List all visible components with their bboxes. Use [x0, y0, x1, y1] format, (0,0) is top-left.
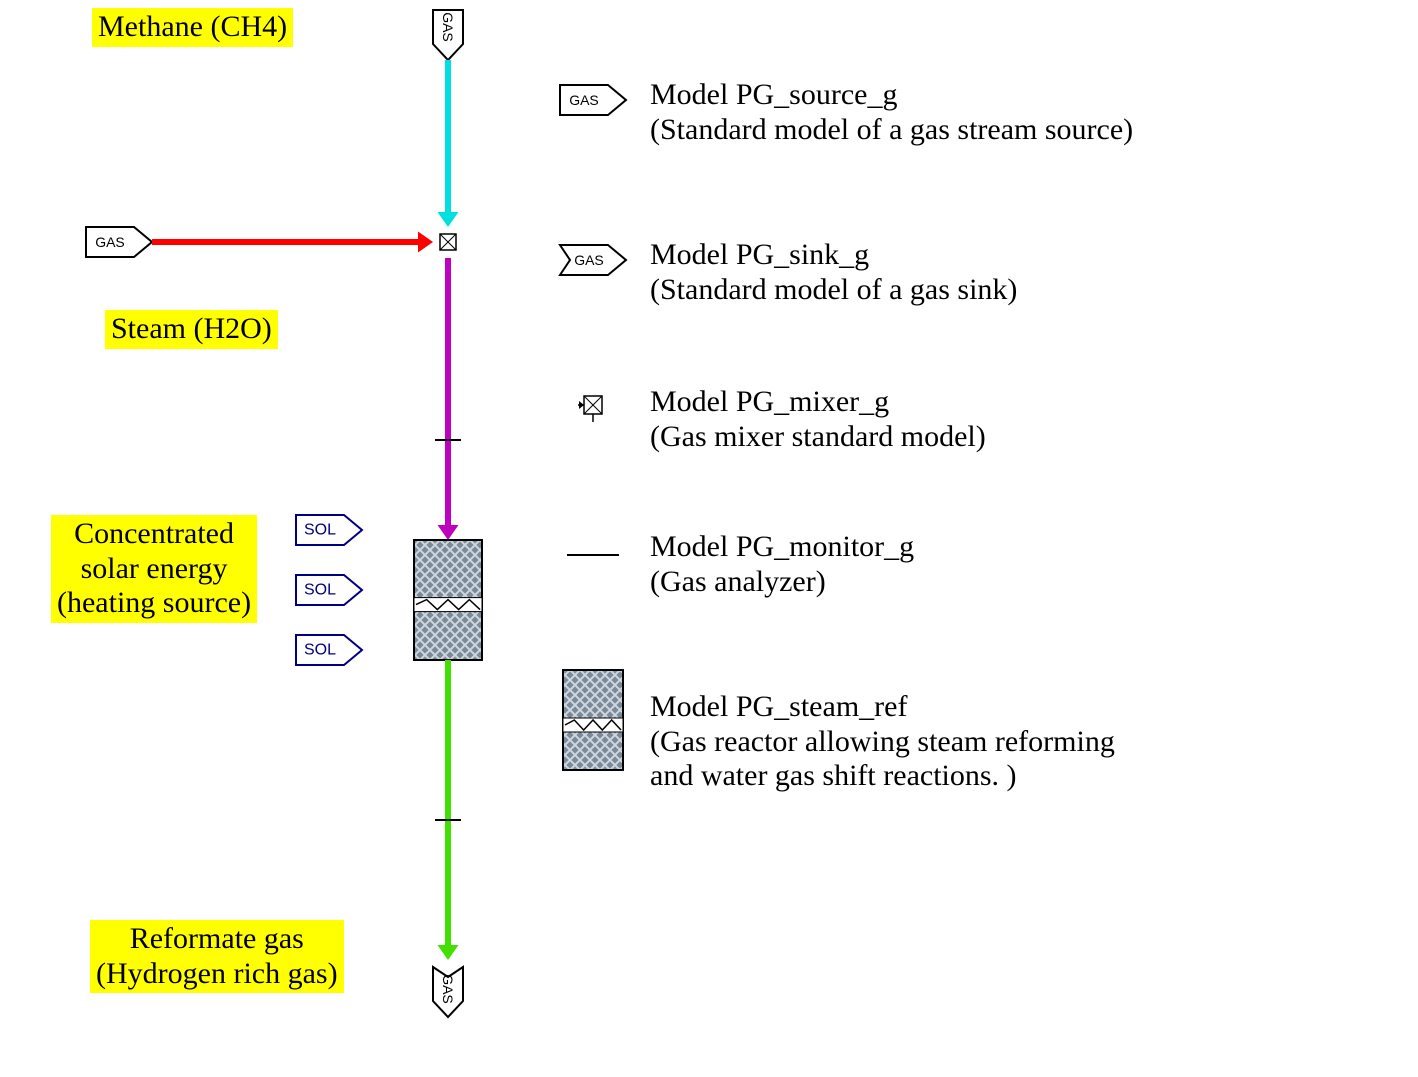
reformate-stream-arrow: [438, 660, 459, 960]
svg-text:GAS: GAS: [440, 974, 456, 1004]
legend-subtitle-monitor: (Gas analyzer): [650, 565, 826, 598]
legend-title-reactor: Model PG_steam_ref: [650, 690, 907, 723]
legend-icon-reactor: [563, 670, 623, 770]
legend-title-monitor: Model PG_monitor_g: [650, 530, 914, 563]
steam-label: Steam (H2O): [105, 310, 278, 349]
mixer-node: [440, 234, 456, 250]
legend-text-mixer: Model PG_mixer_g(Gas mixer standard mode…: [650, 385, 986, 454]
legend-subtitle-sink: (Standard model of a gas sink): [650, 273, 1017, 306]
legend-icons: GAS GAS: [560, 85, 626, 770]
reformate-label: Reformate gas (Hydrogen rich gas): [90, 920, 344, 993]
legend-title-source: Model PG_source_g: [650, 78, 897, 111]
reformate-label-line2: (Hydrogen rich gas): [96, 957, 338, 990]
svg-text:GAS: GAS: [440, 12, 456, 42]
sol-arrows-group: SOL SOL SOL: [296, 515, 362, 665]
legend-title-mixer: Model PG_mixer_g: [650, 385, 889, 418]
gas-sink-bottom-icon: GAS: [433, 967, 463, 1017]
legend-text-sink: Model PG_sink_g(Standard model of a gas …: [650, 238, 1017, 307]
methane-label: Methane (CH4): [92, 8, 293, 47]
mixed-stream-arrow: [438, 258, 459, 540]
gas-source-left-icon: GAS: [86, 227, 152, 257]
legend-subtitle-mixer: (Gas mixer standard model): [650, 420, 986, 453]
legend-subtitle-source: (Standard model of a gas stream source): [650, 113, 1133, 146]
legend-text-source: Model PG_source_g(Standard model of a ga…: [650, 78, 1133, 147]
legend-icon-sink: GAS: [560, 245, 626, 275]
solar-label-line3: (heating source): [57, 586, 251, 619]
svg-text:SOL: SOL: [304, 642, 336, 659]
steam-reformer: [414, 540, 482, 660]
solar-label: Concentrated solar energy (heating sourc…: [51, 515, 257, 623]
solar-label-line1: Concentrated: [74, 517, 234, 550]
legend-text-reactor: Model PG_steam_ref(Gas reactor allowing …: [650, 690, 1115, 794]
solar-label-line2: solar energy: [81, 552, 228, 585]
gas-source-top-icon: GAS: [433, 10, 463, 60]
svg-text:GAS: GAS: [95, 234, 125, 250]
legend-icon-mixer: [578, 396, 602, 422]
legend-text-monitor: Model PG_monitor_g(Gas analyzer): [650, 530, 914, 599]
legend-subtitle-reactor: (Gas reactor allowing steam reforming an…: [650, 725, 1115, 793]
legend-title-sink: Model PG_sink_g: [650, 238, 869, 271]
svg-text:SOL: SOL: [304, 582, 336, 599]
methane-stream-arrow: [438, 60, 459, 227]
svg-text:SOL: SOL: [304, 522, 336, 539]
svg-text:GAS: GAS: [574, 252, 604, 268]
legend-icon-source: GAS: [560, 85, 626, 115]
steam-stream-arrow: [152, 232, 433, 253]
reformate-label-line1: Reformate gas: [130, 922, 304, 955]
svg-text:GAS: GAS: [569, 92, 599, 108]
